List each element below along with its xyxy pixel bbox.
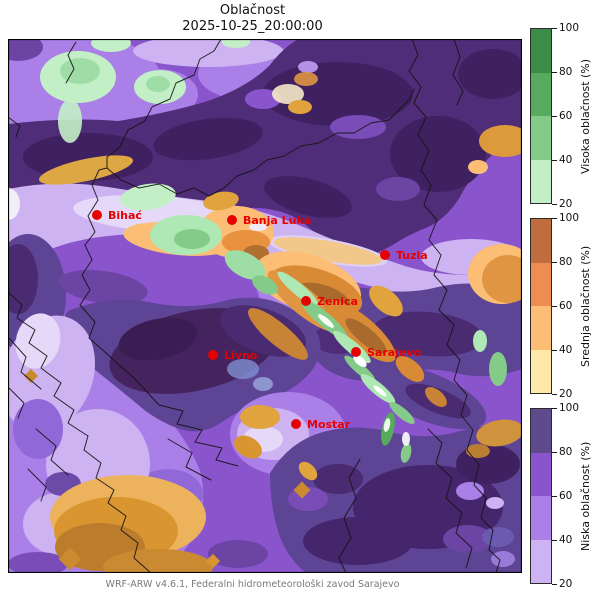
colorbar-1-axis-label: Srednja oblačnost (%)	[579, 245, 592, 367]
colorbar-0-segment-1	[531, 72, 551, 116]
colorbar-0-axis-label: Visoka oblačnost (%)	[579, 58, 592, 174]
colorbar-0-tickmark-1	[552, 71, 557, 73]
city-label-4: Livno	[224, 349, 258, 362]
colorbar-0-ticklabel-3: 40	[559, 154, 573, 166]
colorbar-0-tickmark-4	[552, 203, 557, 205]
colorbar-0-segment-2	[531, 116, 551, 160]
colorbar-0-segment-3	[531, 159, 551, 203]
city-markers: Bihać Banja Luka Tuzla Zenica Livno Sarajevo M…	[92, 209, 428, 431]
city-label-6: Mostar	[307, 418, 351, 431]
colorbar-2-segment-1	[531, 452, 551, 496]
city-label-0: Bihać	[108, 209, 142, 222]
city-dot-4	[208, 350, 218, 360]
city-dot-6	[291, 419, 301, 429]
figure-title: Oblačnost	[219, 3, 286, 18]
colorbar-1-ticklabel-1: 80	[559, 256, 573, 268]
country-borders	[8, 39, 501, 573]
colorbar-2-segment-3	[531, 539, 551, 583]
colorbar-0-ticklabel-4: 20	[559, 198, 573, 210]
colorbar-2-ticklabel-2: 60	[559, 490, 573, 502]
map-frame	[8, 39, 522, 573]
colorbar-0-tickmark-3	[552, 159, 557, 161]
colorbar-0-ticklabel-1: 80	[559, 66, 573, 78]
colorbar-2-segment-0	[531, 409, 551, 453]
colorbar-1-ticklabel-3: 40	[559, 344, 573, 356]
colorbar-1-ticklabel-4: 20	[559, 388, 573, 400]
colorbar-1-tickmark-0	[552, 217, 557, 219]
colorbar-1-tickmark-1	[552, 261, 557, 263]
colorbar-2-axis-label: Niska oblačnost (%)	[579, 441, 592, 551]
colorbar-1-segment-0	[531, 219, 551, 263]
colorbar-0-tickmark-2	[552, 115, 557, 117]
colorbar-0-ticklabel-0: 100	[559, 22, 580, 34]
colorbar-2-tickmark-2	[552, 495, 557, 497]
colorbar-2	[530, 408, 552, 584]
colorbar-1-segment-2	[531, 306, 551, 350]
cloud-field	[8, 39, 522, 573]
footer-credit: WRF-ARW v4.6.1, Federalni hidrometeorolo…	[105, 579, 400, 590]
colorbar-0-tickmark-0	[552, 27, 557, 29]
city-label-2: Tuzla	[396, 249, 428, 262]
city-label-1: Banja Luka	[243, 214, 311, 227]
city-dot-5	[351, 347, 361, 357]
city-dot-2	[380, 250, 390, 260]
weather-map: Bihać Banja Luka Tuzla Zenica Livno Sarajevo M…	[8, 39, 522, 573]
city-dot-0	[92, 210, 102, 220]
colorbar-1-tickmark-2	[552, 305, 557, 307]
colorbar-2-tickmark-1	[552, 451, 557, 453]
colorbar-2-ticklabel-3: 40	[559, 534, 573, 546]
colorbar-1-ticklabel-0: 100	[559, 212, 580, 224]
colorbar-2-ticklabel-0: 100	[559, 402, 580, 414]
colorbar-1	[530, 218, 552, 394]
city-label-3: Zenica	[317, 295, 358, 308]
colorbar-2-tickmark-3	[552, 539, 557, 541]
colorbar-2-tickmark-0	[552, 407, 557, 409]
colorbar-2-ticklabel-4: 20	[559, 578, 573, 590]
city-dot-1	[227, 215, 237, 225]
city-dot-3	[301, 296, 311, 306]
colorbar-0	[530, 28, 552, 204]
colorbar-1-ticklabel-2: 60	[559, 300, 573, 312]
colorbar-1-segment-1	[531, 262, 551, 306]
colorbar-0-segment-0	[531, 29, 551, 73]
colorbar-1-tickmark-3	[552, 349, 557, 351]
figure-subtitle: 2025-10-25_20:00:00	[182, 19, 323, 34]
colorbar-2-tickmark-4	[552, 583, 557, 585]
colorbar-2-segment-2	[531, 496, 551, 540]
city-label-5: Sarajevo	[367, 346, 422, 359]
colorbar-2-ticklabel-1: 80	[559, 446, 573, 458]
colorbar-1-tickmark-4	[552, 393, 557, 395]
colorbar-0-ticklabel-2: 60	[559, 110, 573, 122]
colorbar-1-segment-3	[531, 349, 551, 393]
